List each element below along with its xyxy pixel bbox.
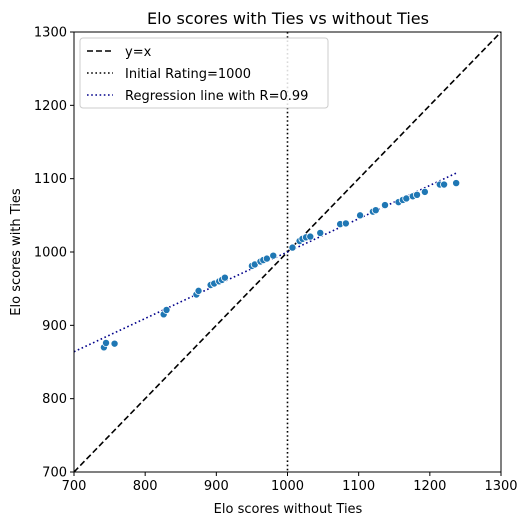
data-point <box>380 201 389 210</box>
legend-box <box>79 37 329 109</box>
y-axis-label: Elo scores with Ties <box>9 188 24 316</box>
data-point <box>220 273 229 282</box>
y-tick-label: 1100 <box>34 172 67 187</box>
legend-label-initial-rating: Initial Rating=1000 <box>125 67 251 82</box>
legend: y=x Initial Rating=1000 Regression line … <box>79 37 329 109</box>
data-point <box>110 339 119 348</box>
x-tick-label: 1100 <box>342 479 375 494</box>
y-tick-label: 800 <box>42 392 67 407</box>
chart-title: Elo scores with Ties vs without Ties <box>147 9 429 28</box>
y-tick-label: 900 <box>42 319 67 334</box>
data-point <box>316 228 325 237</box>
data-point <box>452 179 461 188</box>
data-point <box>420 187 429 196</box>
data-point <box>306 232 315 241</box>
x-tick-label: 800 <box>133 479 158 494</box>
data-point <box>162 305 171 314</box>
plot-area <box>73 31 502 473</box>
y-tick-label: 700 <box>42 466 67 481</box>
data-point <box>341 219 350 228</box>
data-point <box>413 190 422 199</box>
x-tick-label: 1300 <box>484 479 517 494</box>
data-point <box>371 206 380 215</box>
x-tick-label: 1200 <box>413 479 446 494</box>
y-tick-label: 1200 <box>34 99 67 114</box>
data-point <box>288 243 297 252</box>
data-point <box>356 211 365 220</box>
data-point <box>194 286 203 295</box>
data-point <box>440 180 449 189</box>
y-tick-label: 1000 <box>34 246 67 261</box>
legend-label-regression: Regression line with R=0.99 <box>125 89 308 104</box>
axis-ticks: 700 800 900 1000 1100 1200 1300 700 800 900 1000 11… <box>34 26 518 495</box>
legend-label-identity: y=x <box>125 45 152 60</box>
x-tick-label: 700 <box>62 479 87 494</box>
x-tick-label: 1000 <box>271 479 304 494</box>
data-point <box>269 251 278 260</box>
x-axis-label: Elo scores without Ties <box>214 502 363 517</box>
data-point <box>262 254 271 263</box>
x-tick-label: 900 <box>204 479 229 494</box>
data-point <box>102 338 111 347</box>
y-tick-label: 1300 <box>34 26 67 41</box>
